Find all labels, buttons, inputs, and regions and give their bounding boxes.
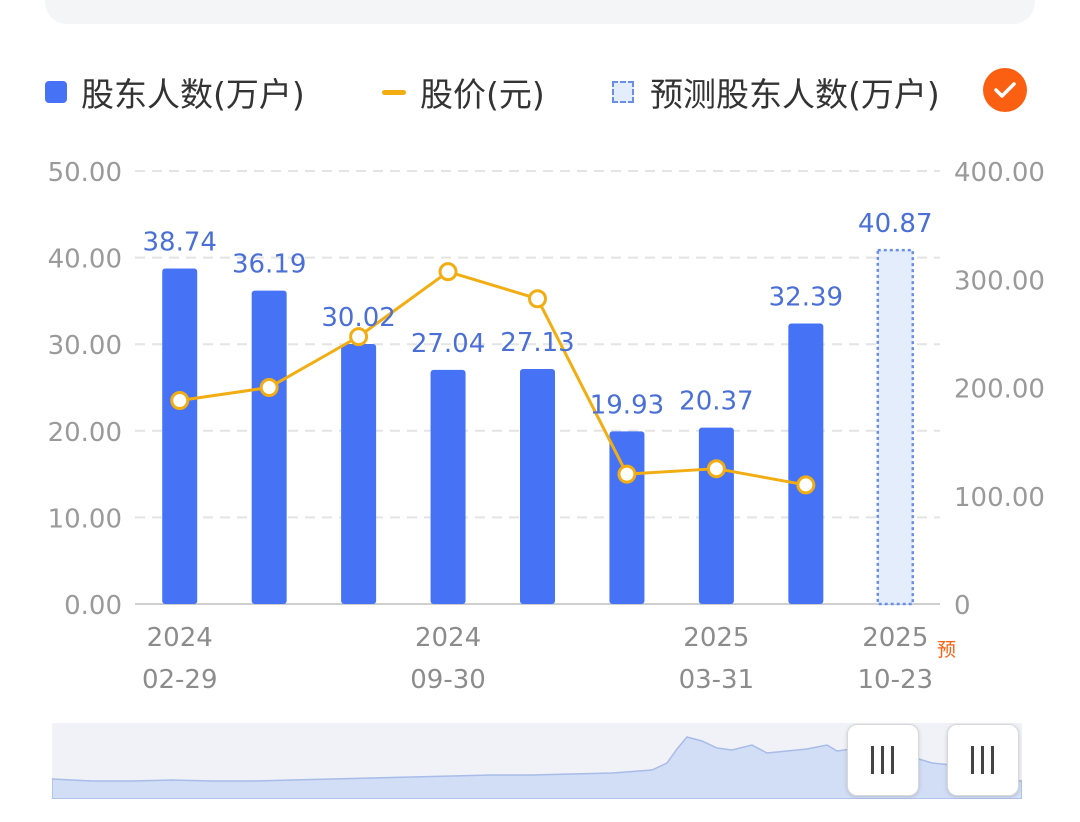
bar-value-label: 36.19: [232, 250, 306, 280]
y-right-tick-label: 300.00: [954, 266, 1045, 296]
navigator-left-handle[interactable]: [847, 724, 919, 796]
check-icon: [994, 82, 1016, 98]
price-point: [796, 475, 816, 495]
x-tick-year: 2024: [415, 623, 481, 653]
legend-line-swatch: [382, 89, 406, 95]
legend-forecast-swatch: [612, 81, 634, 103]
y-right-tick-label: 100.00: [954, 483, 1045, 513]
bar-value-label: 27.13: [500, 328, 574, 358]
bar-value-label: 19.93: [590, 390, 664, 420]
y-left-tick-label: 0.00: [64, 591, 122, 621]
y-left-tick-label: 40.00: [48, 245, 122, 275]
y-right-tick-label: 200.00: [954, 375, 1045, 405]
legend-price[interactable]: 股价(元): [382, 62, 545, 122]
x-tick-year: 2025: [862, 623, 928, 653]
bar-value-label: 27.04: [411, 329, 485, 359]
holders-bar: [251, 290, 287, 604]
price-point: [259, 378, 279, 397]
legend-holders-label: 股东人数(万户): [81, 75, 305, 114]
x-tick-year: 2025: [683, 623, 749, 653]
price-point: [349, 327, 369, 347]
price-point: [438, 262, 458, 282]
y-left-tick-label: 20.00: [48, 418, 122, 448]
price-point: [528, 289, 547, 309]
chart-legend: 股东人数(万户) 股价(元) 预测股东人数(万户): [0, 62, 1080, 122]
holders-bar: [609, 431, 645, 604]
bar-value-label: 38.74: [143, 228, 217, 258]
x-tick-year: 2024: [147, 623, 213, 653]
y-left-tick-label: 30.00: [48, 331, 122, 361]
x-tick-date: 02-29: [142, 665, 218, 695]
holders-bar: [520, 369, 555, 604]
shareholder-chart: 0.00 10.00 20.00 30.00 40.00 50.00 0 100.00 200.…: [48, 158, 1045, 695]
grip-icon: [971, 746, 994, 774]
legend-holders[interactable]: 股东人数(万户): [45, 62, 305, 122]
legend-forecast-label: 预测股东人数(万户): [650, 75, 940, 114]
price-line: [179, 270, 807, 487]
holders-bar: [430, 369, 466, 604]
price-point: [706, 459, 726, 479]
y-left-tick-label: 10.00: [48, 504, 122, 534]
x-tick-date: 09-30: [410, 665, 486, 695]
x-tick-date: 10-23: [857, 665, 933, 695]
price-point: [170, 390, 190, 410]
y-right-tick-label: 400.00: [954, 158, 1045, 188]
forecast-bar: [876, 248, 915, 606]
x-tick-date: 03-31: [679, 665, 755, 695]
navigator-right-handle[interactable]: [947, 724, 1019, 796]
legend-bar-swatch: [45, 81, 67, 103]
forecast-toggle-button[interactable]: [983, 68, 1027, 112]
bar-value-label: 20.37: [679, 387, 753, 417]
price-point: [617, 464, 637, 484]
y-left-tick-label: 50.00: [48, 158, 122, 188]
y-right-tick-label: 0: [954, 591, 971, 621]
grip-icon: [871, 746, 894, 774]
holders-bar: [341, 344, 377, 604]
bar-value-label: 32.39: [769, 283, 843, 313]
holders-bar: [698, 427, 734, 604]
legend-forecast[interactable]: 预测股东人数(万户): [612, 62, 940, 122]
top-card: [45, 0, 1035, 24]
forecast-badge: 预: [937, 639, 956, 661]
holders-bar: [788, 323, 824, 604]
holders-bar: [162, 268, 198, 604]
legend-price-label: 股价(元): [420, 75, 545, 114]
bar-value-label: 40.87: [858, 209, 932, 239]
